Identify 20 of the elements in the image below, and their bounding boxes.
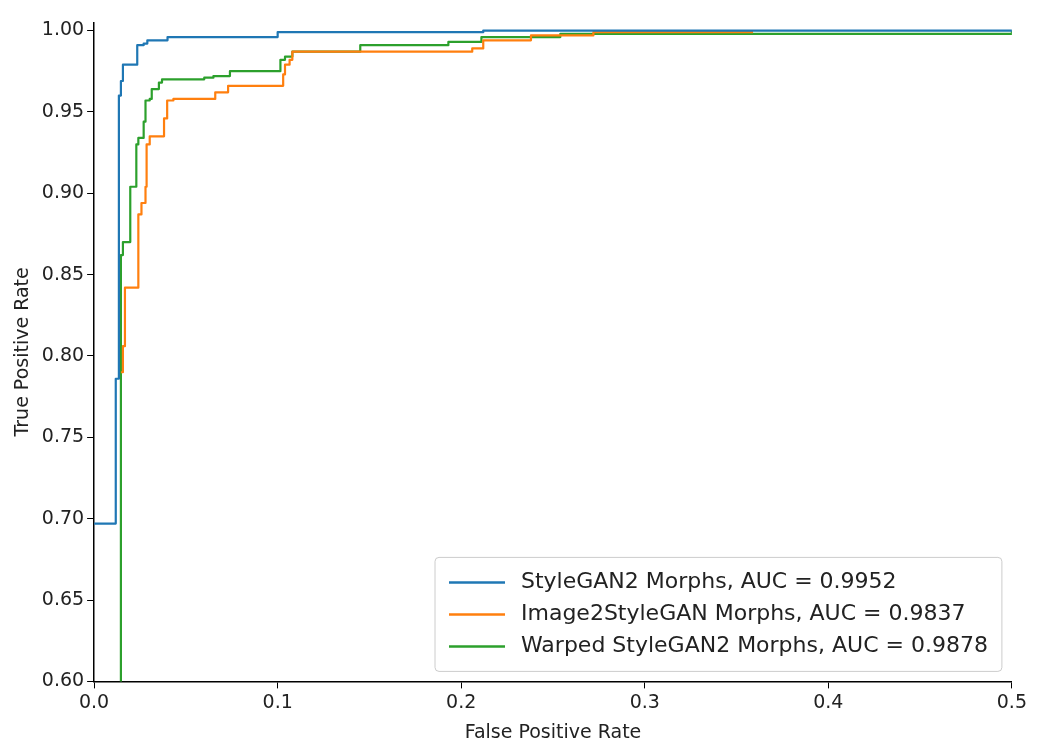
y-tick-label: 0.70 bbox=[41, 505, 85, 528]
x-tick-label: 0.3 bbox=[629, 689, 660, 712]
y-axis-title: True Positive Rate bbox=[10, 267, 33, 438]
x-tick-label: 0.0 bbox=[79, 689, 110, 712]
x-axis-title: False Positive Rate bbox=[464, 719, 642, 742]
y-tick-label: 1.00 bbox=[41, 17, 85, 40]
x-tick-label: 0.1 bbox=[262, 689, 293, 712]
y-tick-label: 0.95 bbox=[41, 98, 85, 121]
y-tick-label: 0.85 bbox=[41, 261, 85, 284]
legend-label: Warped StyleGAN2 Morphs, AUC = 0.9878 bbox=[521, 632, 988, 658]
x-tick-label: 0.2 bbox=[446, 689, 477, 712]
y-tick-label: 0.65 bbox=[41, 586, 85, 609]
x-tick-label: 0.5 bbox=[996, 689, 1027, 712]
legend-label: StyleGAN2 Morphs, AUC = 0.9952 bbox=[521, 568, 897, 594]
x-tick-label: 0.4 bbox=[813, 689, 844, 712]
y-tick-label: 0.60 bbox=[41, 668, 85, 691]
legend-label: Image2StyleGAN Morphs, AUC = 0.9837 bbox=[521, 600, 966, 626]
y-tick-label: 0.90 bbox=[41, 180, 85, 203]
y-tick-label: 0.75 bbox=[41, 424, 85, 447]
y-tick-label: 0.80 bbox=[41, 342, 85, 365]
